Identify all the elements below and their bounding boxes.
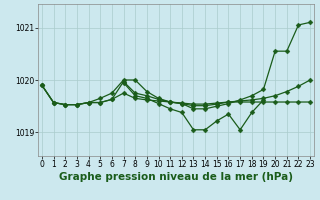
X-axis label: Graphe pression niveau de la mer (hPa): Graphe pression niveau de la mer (hPa) xyxy=(59,172,293,182)
